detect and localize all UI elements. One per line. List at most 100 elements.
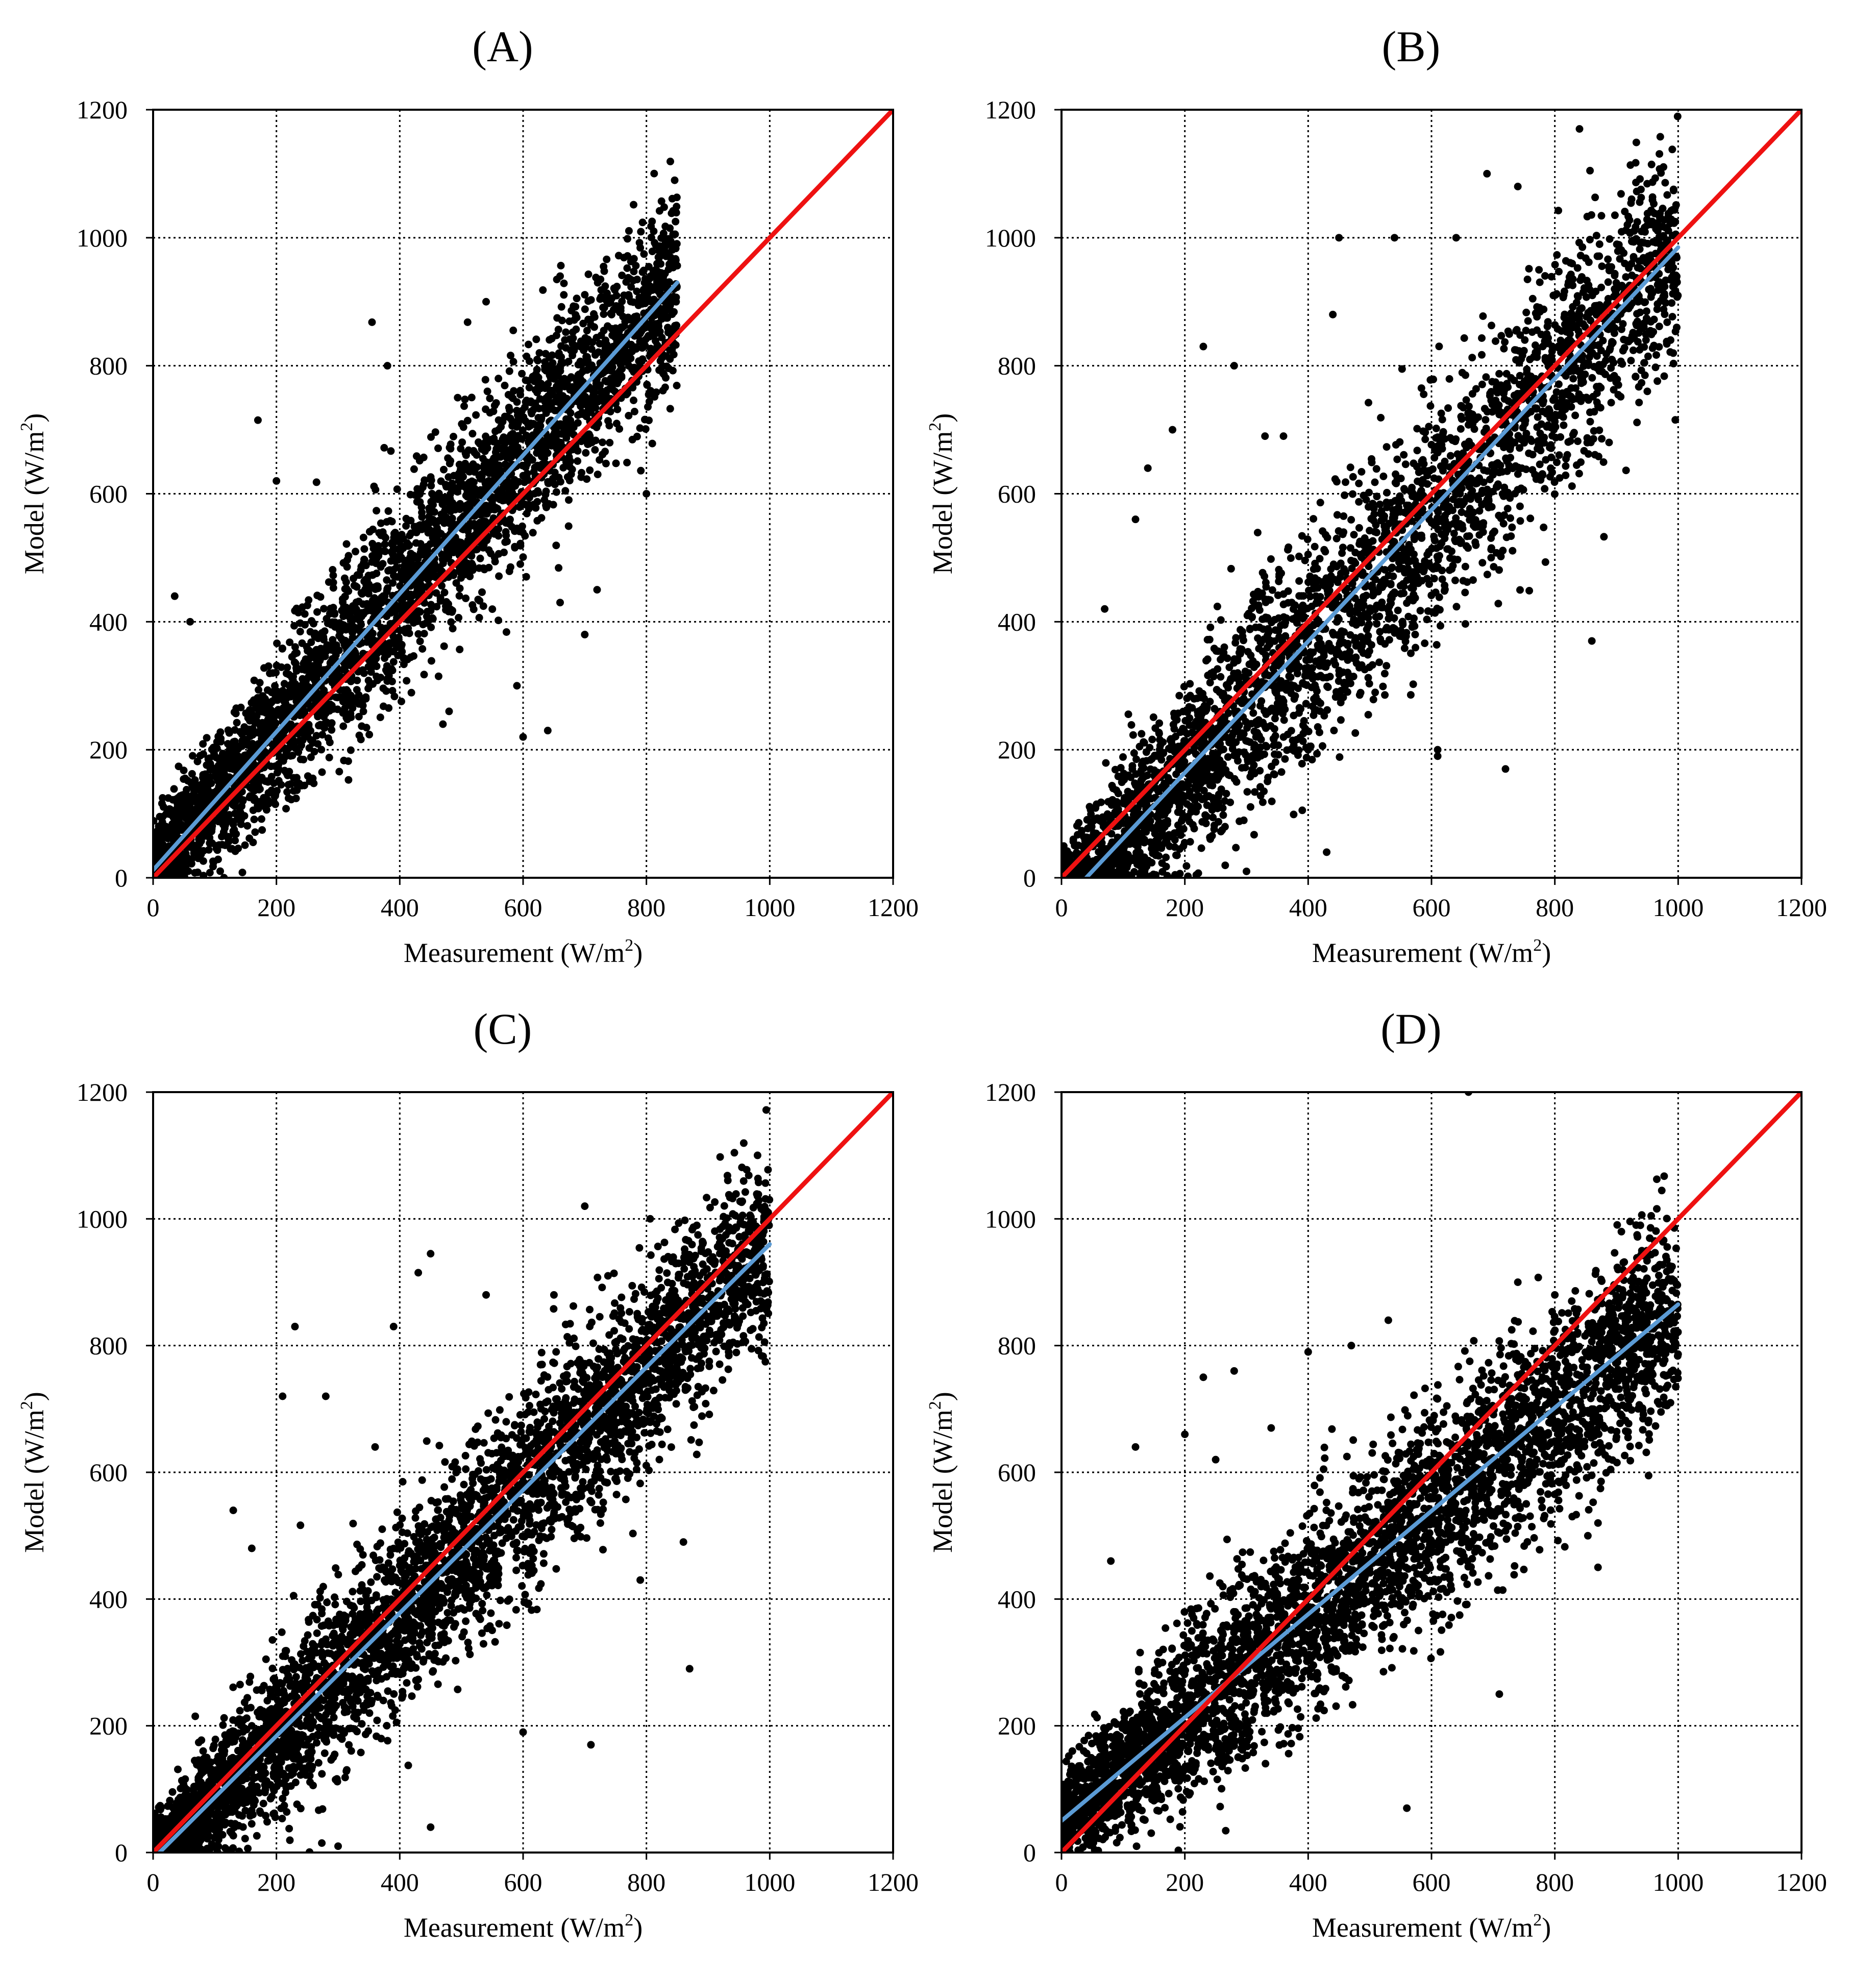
scatter-point — [383, 576, 391, 584]
scatter-point — [476, 554, 484, 562]
scatter-point — [169, 796, 177, 804]
scatter-point — [548, 351, 556, 359]
scatter-point — [227, 752, 235, 760]
scatter-point — [289, 774, 298, 782]
scatter-point — [273, 639, 281, 648]
scatter-point — [673, 193, 681, 202]
scatter-point — [1651, 363, 1660, 372]
scatter-point — [159, 794, 167, 802]
scatter-point — [672, 217, 680, 226]
scatter-point — [247, 708, 255, 716]
scatter-point — [303, 643, 311, 651]
scatter-point — [457, 538, 465, 547]
scatter-point — [480, 565, 488, 574]
scatter-point — [537, 514, 546, 522]
scatter-point — [457, 445, 465, 453]
scatter-point — [673, 382, 681, 389]
x-axis-label-a: Measurement (W/m2) — [404, 936, 643, 968]
scatter-point — [238, 757, 246, 764]
scatter-point — [1304, 550, 1312, 558]
scatter-point — [625, 412, 633, 419]
scatter-point — [602, 389, 610, 398]
scatter-point — [624, 274, 632, 282]
scatter-point — [355, 616, 363, 624]
scatter-point — [1547, 353, 1556, 360]
scatter-point — [193, 757, 202, 766]
scatter-point — [1323, 706, 1331, 714]
scatter-point — [572, 311, 580, 319]
scatter-point — [1409, 680, 1417, 688]
scatter-point — [412, 452, 421, 460]
scatter-point — [190, 846, 198, 854]
scatter-point — [279, 687, 287, 695]
scatter-point — [1478, 380, 1486, 388]
scatter-point — [191, 869, 199, 877]
scatter-point — [1647, 285, 1655, 293]
scatter-point — [670, 351, 678, 359]
scatter-point — [427, 504, 435, 512]
scatter-point — [372, 585, 380, 593]
scatter-point — [533, 421, 541, 429]
scatter-point — [1380, 670, 1389, 678]
y-tick-label: 400 — [89, 607, 128, 636]
scatter-point — [1469, 576, 1477, 584]
scatter-point — [323, 615, 331, 623]
scatter-point — [637, 466, 645, 475]
scatter-point — [580, 339, 588, 347]
scatter-point — [231, 836, 239, 845]
scatter-point — [528, 409, 536, 417]
scatter-point — [659, 229, 668, 237]
scatter-point — [287, 780, 295, 788]
scatter-point — [533, 404, 541, 412]
scatter-point — [341, 592, 349, 601]
scatter-point — [1413, 447, 1421, 455]
scatter-point — [434, 444, 442, 452]
scatter-point — [516, 386, 524, 394]
scatter-point — [387, 557, 395, 565]
scatter-point — [629, 384, 637, 392]
scatter-point — [540, 454, 549, 462]
scatter-point — [400, 654, 408, 662]
scatter-point — [1599, 458, 1608, 466]
scatter-point — [251, 728, 259, 736]
scatter-point — [462, 594, 470, 602]
scatter-point — [1281, 755, 1289, 763]
scatter-point — [669, 230, 677, 238]
scatter-point — [546, 366, 554, 374]
scatter-point — [557, 342, 565, 350]
scatter-point — [522, 376, 530, 384]
scatter-point — [219, 828, 228, 836]
scatter-point — [370, 601, 378, 609]
scatter-point — [1398, 365, 1406, 373]
scatter-point — [389, 545, 398, 553]
scatter-point — [533, 365, 541, 374]
scatter-point — [404, 516, 412, 525]
scatter-point — [606, 408, 614, 416]
scatter-point — [170, 785, 178, 793]
scatter-point — [1438, 415, 1446, 424]
scatter-point — [1407, 557, 1415, 565]
scatter-point — [623, 264, 631, 272]
scatter-point — [1660, 372, 1668, 380]
scatter-point — [268, 740, 276, 748]
scatter-point — [196, 794, 204, 802]
scatter-point — [579, 319, 587, 328]
scatter-point — [1338, 549, 1346, 557]
scatter-point — [229, 801, 237, 809]
scatter-point — [258, 708, 266, 716]
scatter-point — [412, 528, 421, 536]
scatter-point — [383, 585, 391, 593]
scatter-point — [1486, 389, 1494, 398]
scatter-point — [645, 398, 653, 406]
scatter-point — [440, 588, 449, 597]
scatter-point — [319, 635, 327, 643]
scatter-point — [486, 394, 494, 403]
scatter-point — [554, 393, 562, 401]
scatter-point — [427, 498, 435, 506]
scatter-point — [574, 457, 582, 465]
scatter-point — [468, 489, 477, 498]
scatter-point — [651, 393, 659, 401]
scatter-point — [482, 405, 490, 413]
scatter-point — [608, 331, 616, 339]
scatter-point — [431, 428, 439, 436]
